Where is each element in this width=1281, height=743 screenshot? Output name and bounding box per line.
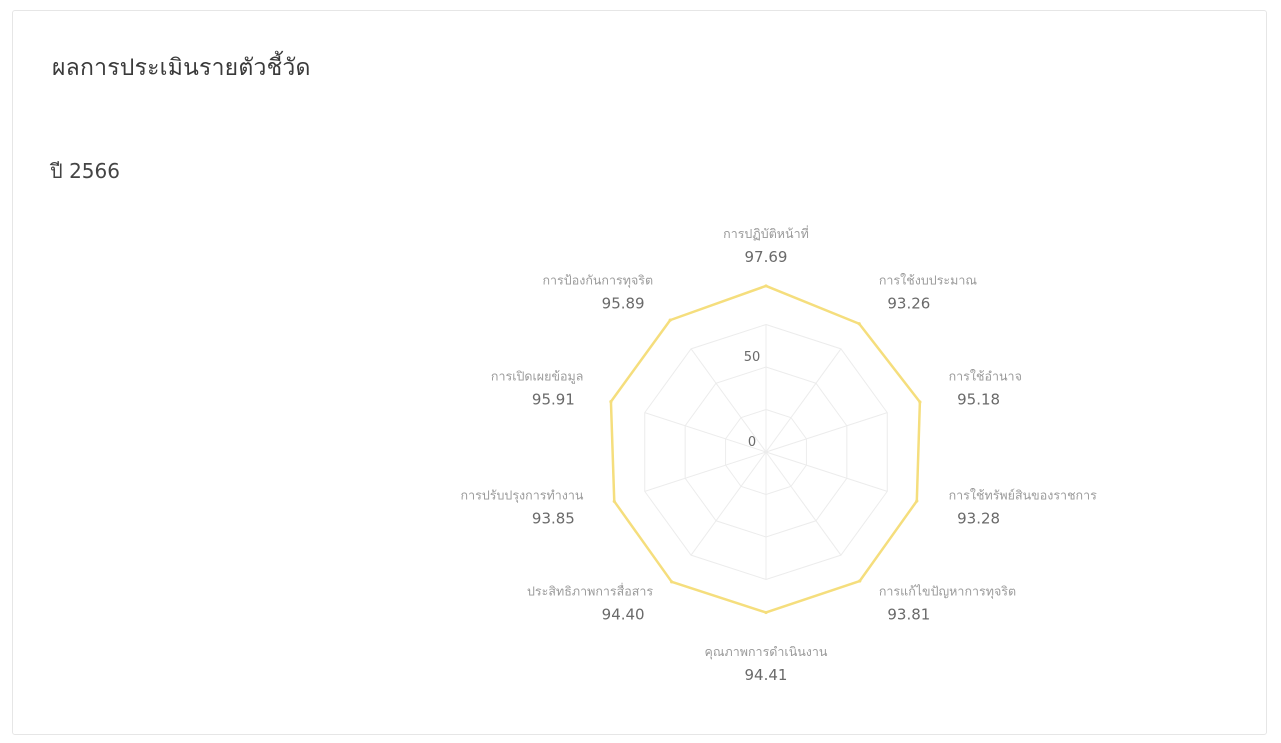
value-label: 93.26 xyxy=(887,295,930,313)
series-point[interactable] xyxy=(857,322,861,326)
series-point[interactable] xyxy=(670,580,674,584)
category-label: การปรับปรุงการทำงาน xyxy=(461,487,584,503)
series-point[interactable] xyxy=(915,499,919,503)
series-point[interactable] xyxy=(668,318,672,322)
category-label: การใช้ทรัพย์สินของราชการ xyxy=(949,487,1098,502)
category-label: คุณภาพการดำเนินงาน xyxy=(705,644,828,660)
category-label: การป้องกันการทุจริต xyxy=(542,273,653,289)
radial-tick-label: 0 xyxy=(748,435,756,450)
series-point[interactable] xyxy=(612,499,616,503)
value-label: 95.91 xyxy=(532,391,575,409)
value-label: 95.18 xyxy=(957,391,1000,409)
category-label: การแก้ไขปัญหาการทุจริต xyxy=(879,583,1016,599)
series-point[interactable] xyxy=(858,579,862,583)
category-label: การใช้อำนาจ xyxy=(949,369,1022,384)
series-point[interactable] xyxy=(918,400,922,404)
category-label: ประสิทธิภาพการสื่อสาร xyxy=(527,582,653,598)
score-card xyxy=(12,10,1267,735)
value-label: 95.89 xyxy=(602,295,645,313)
grid-spoke xyxy=(765,412,888,453)
value-label: 94.41 xyxy=(745,666,788,684)
radar-series xyxy=(609,284,922,615)
series-line xyxy=(609,284,922,614)
year-value: 2566 xyxy=(69,159,120,183)
page-title: ผลการประเมินรายตัวชี้วัด xyxy=(52,55,311,81)
value-label: 93.28 xyxy=(957,509,1000,527)
radial-tick-label: 50 xyxy=(744,350,761,365)
grid-spoke xyxy=(690,348,767,453)
value-label: 97.69 xyxy=(745,248,788,266)
grid-spoke xyxy=(644,412,767,453)
grid-spoke xyxy=(644,451,767,492)
value-label: 93.85 xyxy=(532,509,575,527)
grid-spoke xyxy=(765,451,888,492)
value-label: 94.40 xyxy=(602,605,645,623)
radar-labels: การปฏิบัติหน้าที่ 97.69 การใช้งบประมาณ 93.2… xyxy=(461,225,1098,684)
year-prefix: ปี xyxy=(50,159,63,183)
radar-grid: 0 50 xyxy=(644,323,888,581)
grid-spoke xyxy=(765,451,842,556)
value-label: 93.81 xyxy=(887,605,930,623)
grid-spoke xyxy=(690,451,767,556)
category-label: การเปิดเผยข้อมูล xyxy=(491,369,584,385)
year-label: ปี 2566 xyxy=(50,155,120,187)
series-point[interactable] xyxy=(609,400,613,404)
series-point[interactable] xyxy=(764,610,768,615)
series-point[interactable] xyxy=(764,284,768,288)
grid-spoke xyxy=(765,348,842,453)
category-label: การปฏิบัติหน้าที่ xyxy=(723,225,809,241)
category-label: การใช้งบประมาณ xyxy=(879,273,978,288)
